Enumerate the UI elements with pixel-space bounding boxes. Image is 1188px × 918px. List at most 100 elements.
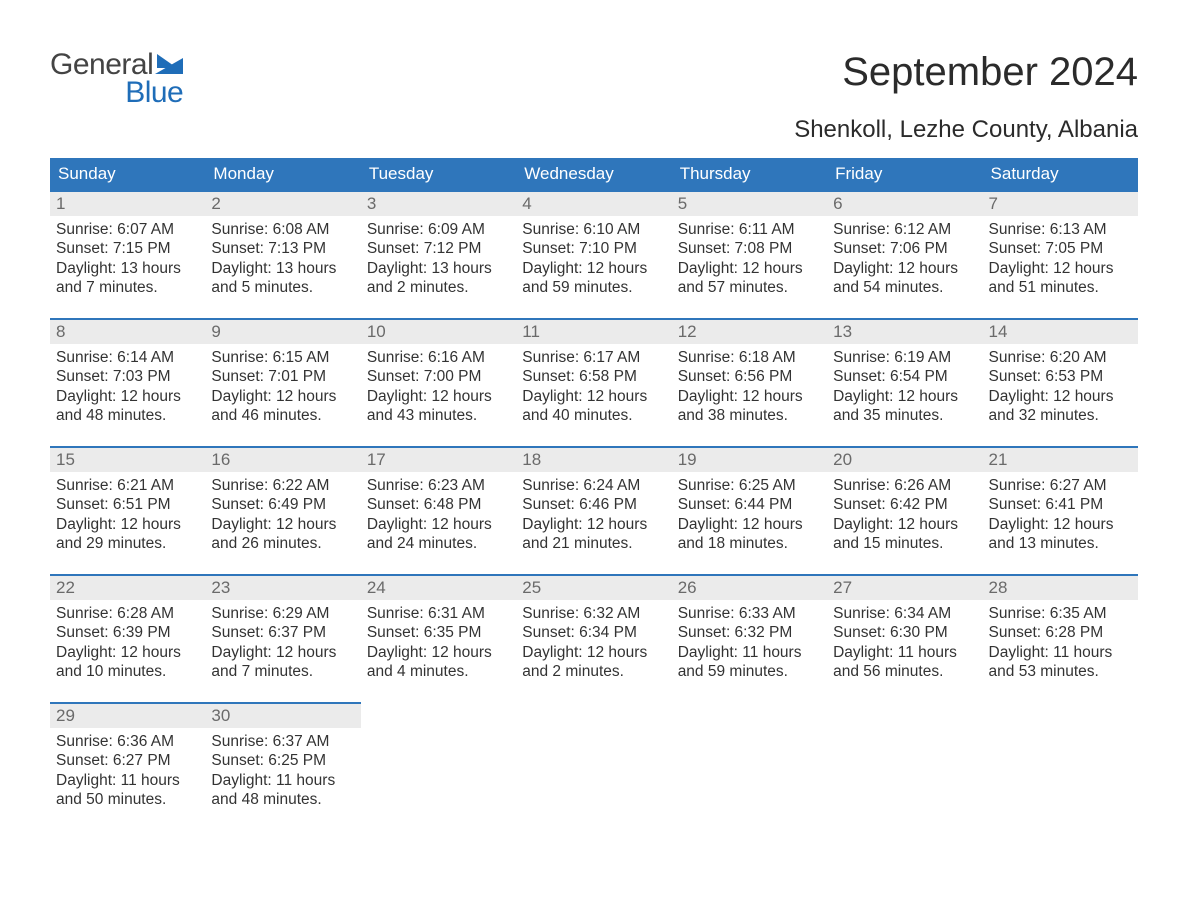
day-d1: Daylight: 12 hours <box>678 259 821 278</box>
day-d2: and 32 minutes. <box>989 406 1132 425</box>
day-d1: Daylight: 12 hours <box>367 515 510 534</box>
day-sunrise: Sunrise: 6:08 AM <box>211 220 354 239</box>
day-sunset: Sunset: 7:13 PM <box>211 239 354 258</box>
day-d2: and 24 minutes. <box>367 534 510 553</box>
day-d1: Daylight: 12 hours <box>211 387 354 406</box>
day-number: 14 <box>983 320 1138 344</box>
day-cell <box>827 702 982 830</box>
day-d1: Daylight: 12 hours <box>833 387 976 406</box>
day-cell: 11Sunrise: 6:17 AMSunset: 6:58 PMDayligh… <box>516 318 671 446</box>
day-d2: and 48 minutes. <box>211 790 354 809</box>
day-cell: 27Sunrise: 6:34 AMSunset: 6:30 PMDayligh… <box>827 574 982 702</box>
day-sunset: Sunset: 6:27 PM <box>56 751 199 770</box>
day-d1: Daylight: 12 hours <box>989 387 1132 406</box>
day-number: 2 <box>205 192 360 216</box>
weekday-cell: Friday <box>827 158 982 190</box>
day-sunrise: Sunrise: 6:26 AM <box>833 476 976 495</box>
day-sunrise: Sunrise: 6:13 AM <box>989 220 1132 239</box>
day-body: Sunrise: 6:07 AMSunset: 7:15 PMDaylight:… <box>50 216 205 304</box>
day-d2: and 48 minutes. <box>56 406 199 425</box>
day-sunset: Sunset: 7:10 PM <box>522 239 665 258</box>
day-sunrise: Sunrise: 6:14 AM <box>56 348 199 367</box>
day-body: Sunrise: 6:13 AMSunset: 7:05 PMDaylight:… <box>983 216 1138 304</box>
day-cell: 3Sunrise: 6:09 AMSunset: 7:12 PMDaylight… <box>361 190 516 318</box>
day-body: Sunrise: 6:20 AMSunset: 6:53 PMDaylight:… <box>983 344 1138 432</box>
day-d2: and 56 minutes. <box>833 662 976 681</box>
day-body: Sunrise: 6:21 AMSunset: 6:51 PMDaylight:… <box>50 472 205 560</box>
day-d2: and 38 minutes. <box>678 406 821 425</box>
day-d2: and 29 minutes. <box>56 534 199 553</box>
day-sunrise: Sunrise: 6:35 AM <box>989 604 1132 623</box>
location-label: Shenkoll, Lezhe County, Albania <box>50 116 1138 144</box>
day-number: 30 <box>205 704 360 728</box>
day-sunset: Sunset: 7:15 PM <box>56 239 199 258</box>
day-d2: and 7 minutes. <box>56 278 199 297</box>
day-cell: 7Sunrise: 6:13 AMSunset: 7:05 PMDaylight… <box>983 190 1138 318</box>
day-cell: 1Sunrise: 6:07 AMSunset: 7:15 PMDaylight… <box>50 190 205 318</box>
day-sunrise: Sunrise: 6:37 AM <box>211 732 354 751</box>
logo: General Blue <box>50 50 183 108</box>
day-number: 26 <box>672 576 827 600</box>
day-body: Sunrise: 6:29 AMSunset: 6:37 PMDaylight:… <box>205 600 360 688</box>
day-sunset: Sunset: 6:37 PM <box>211 623 354 642</box>
month-title: September 2024 <box>842 50 1138 95</box>
day-sunrise: Sunrise: 6:31 AM <box>367 604 510 623</box>
day-cell: 14Sunrise: 6:20 AMSunset: 6:53 PMDayligh… <box>983 318 1138 446</box>
day-body: Sunrise: 6:14 AMSunset: 7:03 PMDaylight:… <box>50 344 205 432</box>
day-sunset: Sunset: 6:25 PM <box>211 751 354 770</box>
day-d1: Daylight: 11 hours <box>211 771 354 790</box>
day-d1: Daylight: 12 hours <box>989 259 1132 278</box>
day-number: 27 <box>827 576 982 600</box>
day-cell: 16Sunrise: 6:22 AMSunset: 6:49 PMDayligh… <box>205 446 360 574</box>
weekday-header-row: SundayMondayTuesdayWednesdayThursdayFrid… <box>50 158 1138 190</box>
day-d1: Daylight: 13 hours <box>56 259 199 278</box>
day-number: 18 <box>516 448 671 472</box>
title-block: September 2024 <box>842 50 1138 95</box>
day-body: Sunrise: 6:34 AMSunset: 6:30 PMDaylight:… <box>827 600 982 688</box>
day-body: Sunrise: 6:26 AMSunset: 6:42 PMDaylight:… <box>827 472 982 560</box>
day-number: 9 <box>205 320 360 344</box>
day-d1: Daylight: 11 hours <box>833 643 976 662</box>
day-d2: and 54 minutes. <box>833 278 976 297</box>
day-sunset: Sunset: 6:34 PM <box>522 623 665 642</box>
day-sunset: Sunset: 6:39 PM <box>56 623 199 642</box>
day-d2: and 43 minutes. <box>367 406 510 425</box>
day-body: Sunrise: 6:11 AMSunset: 7:08 PMDaylight:… <box>672 216 827 304</box>
day-sunrise: Sunrise: 6:19 AM <box>833 348 976 367</box>
day-d1: Daylight: 12 hours <box>367 643 510 662</box>
day-cell: 8Sunrise: 6:14 AMSunset: 7:03 PMDaylight… <box>50 318 205 446</box>
day-number: 28 <box>983 576 1138 600</box>
weekday-cell: Thursday <box>672 158 827 190</box>
day-body: Sunrise: 6:12 AMSunset: 7:06 PMDaylight:… <box>827 216 982 304</box>
day-body: Sunrise: 6:18 AMSunset: 6:56 PMDaylight:… <box>672 344 827 432</box>
calendar: SundayMondayTuesdayWednesdayThursdayFrid… <box>50 158 1138 830</box>
day-sunset: Sunset: 6:41 PM <box>989 495 1132 514</box>
day-sunrise: Sunrise: 6:20 AM <box>989 348 1132 367</box>
day-sunrise: Sunrise: 6:09 AM <box>367 220 510 239</box>
day-d2: and 50 minutes. <box>56 790 199 809</box>
day-sunrise: Sunrise: 6:23 AM <box>367 476 510 495</box>
logo-word-2: Blue <box>92 78 183 108</box>
day-body: Sunrise: 6:22 AMSunset: 6:49 PMDaylight:… <box>205 472 360 560</box>
day-sunset: Sunset: 6:28 PM <box>989 623 1132 642</box>
day-d2: and 51 minutes. <box>989 278 1132 297</box>
day-number: 1 <box>50 192 205 216</box>
day-sunrise: Sunrise: 6:12 AM <box>833 220 976 239</box>
day-cell: 5Sunrise: 6:11 AMSunset: 7:08 PMDaylight… <box>672 190 827 318</box>
day-d1: Daylight: 12 hours <box>678 387 821 406</box>
day-d1: Daylight: 12 hours <box>56 515 199 534</box>
day-sunset: Sunset: 6:53 PM <box>989 367 1132 386</box>
week-row: 15Sunrise: 6:21 AMSunset: 6:51 PMDayligh… <box>50 446 1138 574</box>
day-sunrise: Sunrise: 6:07 AM <box>56 220 199 239</box>
day-d1: Daylight: 12 hours <box>522 515 665 534</box>
weekday-cell: Wednesday <box>516 158 671 190</box>
day-number: 19 <box>672 448 827 472</box>
day-body: Sunrise: 6:28 AMSunset: 6:39 PMDaylight:… <box>50 600 205 688</box>
weekday-cell: Saturday <box>983 158 1138 190</box>
day-d2: and 59 minutes. <box>522 278 665 297</box>
day-cell: 23Sunrise: 6:29 AMSunset: 6:37 PMDayligh… <box>205 574 360 702</box>
day-cell: 25Sunrise: 6:32 AMSunset: 6:34 PMDayligh… <box>516 574 671 702</box>
day-cell: 10Sunrise: 6:16 AMSunset: 7:00 PMDayligh… <box>361 318 516 446</box>
day-cell: 30 Sunrise: 6:37 AMSunset: 6:25 PMDayligh… <box>205 702 360 830</box>
day-d1: Daylight: 12 hours <box>833 515 976 534</box>
